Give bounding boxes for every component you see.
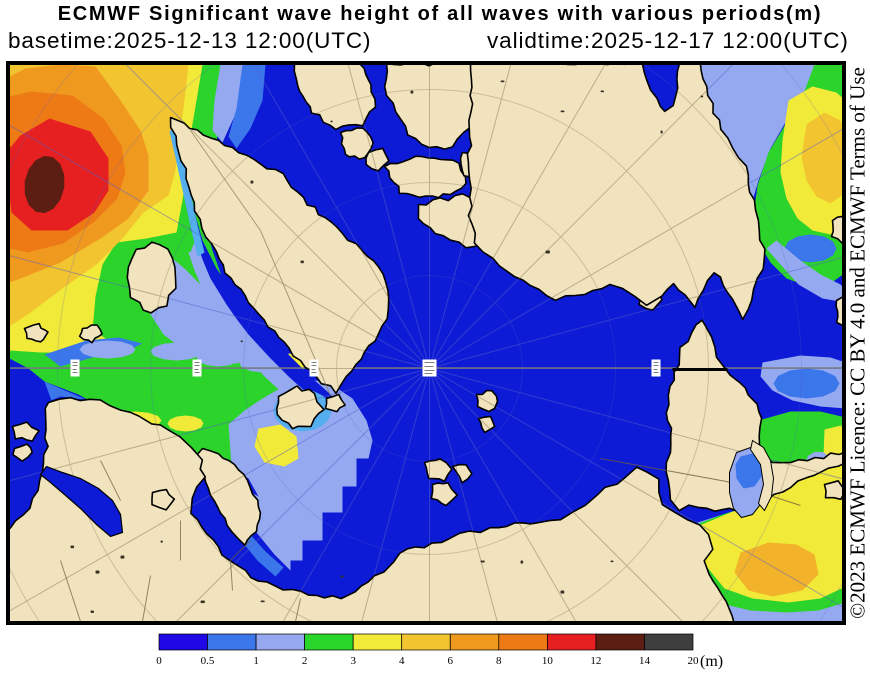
svg-text:12: 12	[590, 655, 601, 667]
svg-text:0.5: 0.5	[201, 655, 215, 667]
svg-text:3: 3	[350, 655, 356, 667]
svg-text:(m): (m)	[700, 653, 723, 670]
svg-text:8: 8	[496, 655, 502, 667]
svg-text:10: 10	[542, 655, 554, 667]
svg-text:14: 14	[639, 655, 651, 667]
svg-text:0: 0	[156, 655, 162, 667]
svg-text:4: 4	[399, 655, 405, 667]
svg-text:1: 1	[253, 655, 259, 667]
svg-text:6: 6	[448, 655, 454, 667]
svg-text:20: 20	[688, 655, 700, 667]
svg-text:2: 2	[302, 655, 308, 667]
